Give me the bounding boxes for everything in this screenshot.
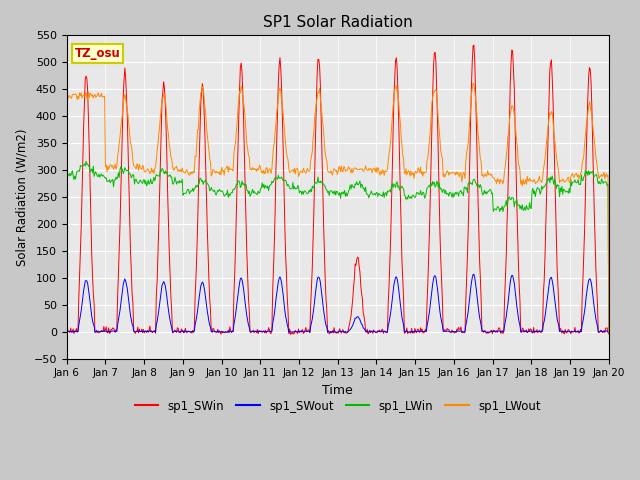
sp1_LWout: [240, 99, 248, 105]
sp1_SWout: [470, 272, 477, 277]
sp1_LWin: [63, 178, 70, 183]
sp1_SWout: [605, 329, 612, 335]
sp1_SWin: [78, 193, 86, 199]
sp1_LWout: [151, 166, 159, 172]
sp1_LWin: [520, 207, 528, 213]
Text: TZ_osu: TZ_osu: [75, 47, 120, 60]
sp1_SWout: [241, 294, 248, 300]
sp1_SWin: [556, 328, 563, 334]
sp1_SWout: [521, 328, 529, 334]
sp1_SWout: [78, 302, 86, 308]
sp1_SWin: [207, 328, 215, 334]
sp1_LWout: [63, 94, 70, 100]
Legend: sp1_SWin, sp1_SWout, sp1_LWin, sp1_LWout: sp1_SWin, sp1_SWout, sp1_LWin, sp1_LWout: [130, 395, 545, 417]
sp1_LWout: [555, 170, 563, 176]
sp1_LWout: [605, 329, 612, 335]
sp1_SWin: [151, 328, 159, 334]
sp1_LWin: [605, 329, 612, 335]
sp1_LWin: [152, 174, 159, 180]
sp1_LWin: [208, 187, 216, 192]
X-axis label: Time: Time: [323, 384, 353, 397]
sp1_LWout: [469, 80, 477, 85]
sp1_SWin: [470, 42, 477, 48]
sp1_SWin: [605, 331, 612, 337]
Y-axis label: Solar Radiation (W/m2): Solar Radiation (W/m2): [15, 128, 28, 266]
sp1_SWout: [63, 329, 70, 335]
sp1_SWout: [151, 328, 159, 334]
sp1_LWin: [78, 163, 86, 169]
sp1_LWout: [78, 95, 86, 101]
sp1_LWin: [82, 158, 90, 164]
sp1_LWin: [555, 182, 563, 188]
sp1_SWout: [556, 329, 563, 335]
sp1_LWin: [241, 183, 248, 189]
Line: sp1_SWout: sp1_SWout: [67, 275, 609, 333]
sp1_LWout: [207, 173, 215, 179]
Line: sp1_SWin: sp1_SWin: [67, 45, 609, 335]
Line: sp1_LWin: sp1_LWin: [67, 161, 609, 332]
sp1_LWout: [520, 181, 528, 187]
sp1_SWout: [180, 330, 188, 336]
sp1_SWout: [208, 329, 216, 335]
Title: SP1 Solar Radiation: SP1 Solar Radiation: [263, 15, 413, 30]
sp1_SWin: [287, 332, 294, 337]
sp1_SWin: [521, 328, 529, 334]
Line: sp1_LWout: sp1_LWout: [67, 83, 609, 332]
sp1_SWin: [240, 117, 248, 122]
sp1_SWin: [63, 331, 70, 336]
